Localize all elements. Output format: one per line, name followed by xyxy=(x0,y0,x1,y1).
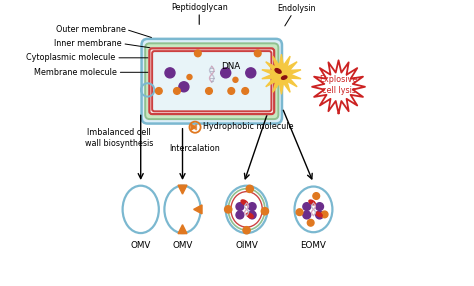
Circle shape xyxy=(155,88,162,94)
Text: Explosive
cell lysis: Explosive cell lysis xyxy=(319,75,358,96)
Circle shape xyxy=(246,185,254,192)
Ellipse shape xyxy=(316,212,322,217)
FancyBboxPatch shape xyxy=(142,39,282,124)
Circle shape xyxy=(221,68,231,78)
Circle shape xyxy=(316,203,323,210)
Circle shape xyxy=(307,219,314,226)
Text: EOMV: EOMV xyxy=(301,241,327,250)
Circle shape xyxy=(236,203,244,210)
Circle shape xyxy=(261,208,269,215)
Circle shape xyxy=(228,88,235,94)
Circle shape xyxy=(187,75,192,80)
Text: Intercalation: Intercalation xyxy=(170,144,220,153)
FancyBboxPatch shape xyxy=(148,47,275,115)
Ellipse shape xyxy=(309,200,315,205)
Circle shape xyxy=(316,211,323,219)
Polygon shape xyxy=(178,225,187,234)
Text: Endolysin: Endolysin xyxy=(277,4,316,13)
Text: Imbalanced cell
wall biosynthesis: Imbalanced cell wall biosynthesis xyxy=(85,128,153,148)
Ellipse shape xyxy=(241,200,247,205)
Circle shape xyxy=(296,209,303,216)
Text: Outer membrane: Outer membrane xyxy=(55,25,126,34)
Circle shape xyxy=(248,203,256,210)
Circle shape xyxy=(303,203,310,210)
Polygon shape xyxy=(193,124,196,130)
Polygon shape xyxy=(191,124,196,130)
Text: Cytoplasmic molecule: Cytoplasmic molecule xyxy=(27,53,116,62)
Text: OMV: OMV xyxy=(173,241,193,251)
Circle shape xyxy=(225,206,232,213)
FancyBboxPatch shape xyxy=(149,48,274,114)
Circle shape xyxy=(206,88,212,94)
Text: OMV: OMV xyxy=(130,241,151,251)
Circle shape xyxy=(255,50,261,57)
Circle shape xyxy=(165,68,175,78)
Circle shape xyxy=(246,68,256,78)
Circle shape xyxy=(242,88,248,94)
Circle shape xyxy=(313,193,319,199)
FancyBboxPatch shape xyxy=(145,43,278,119)
Circle shape xyxy=(236,211,244,219)
Text: DNA: DNA xyxy=(221,62,240,71)
Ellipse shape xyxy=(282,76,287,79)
Text: Inner membrane: Inner membrane xyxy=(54,39,122,48)
Circle shape xyxy=(243,227,250,234)
Ellipse shape xyxy=(246,213,253,218)
Text: Peptidoglycan: Peptidoglycan xyxy=(171,3,228,11)
Text: Hydrophobic molecule: Hydrophobic molecule xyxy=(203,122,294,131)
Text: OIMV: OIMV xyxy=(235,241,258,251)
Circle shape xyxy=(179,82,189,92)
Circle shape xyxy=(173,88,180,94)
Text: Membrane molecule: Membrane molecule xyxy=(34,68,117,77)
Ellipse shape xyxy=(275,69,281,73)
FancyBboxPatch shape xyxy=(152,51,272,111)
Polygon shape xyxy=(194,205,202,214)
Circle shape xyxy=(321,211,328,218)
Circle shape xyxy=(303,211,310,219)
Circle shape xyxy=(248,211,256,219)
Circle shape xyxy=(194,50,201,57)
Polygon shape xyxy=(178,185,187,194)
Polygon shape xyxy=(262,54,301,94)
Circle shape xyxy=(233,77,238,82)
